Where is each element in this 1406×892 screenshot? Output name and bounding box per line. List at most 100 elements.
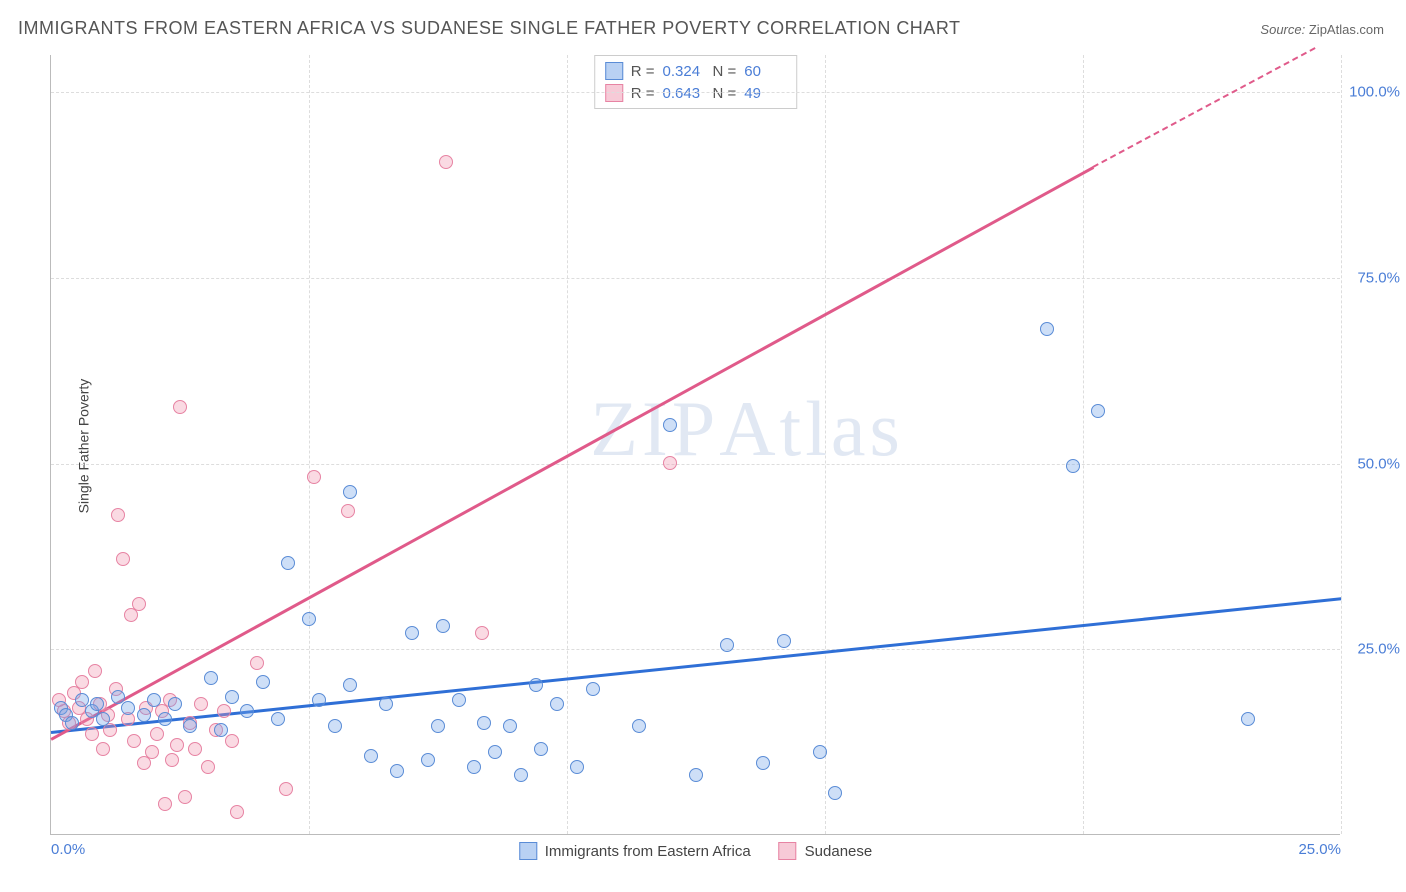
gridline-v [567, 55, 568, 834]
data-point [75, 675, 89, 689]
data-point [188, 742, 202, 756]
data-point [452, 693, 466, 707]
data-point [534, 742, 548, 756]
gridline-h [51, 464, 1340, 465]
gridline-v [309, 55, 310, 834]
swatch-pink-icon [779, 842, 797, 860]
legend: Immigrants from Eastern Africa Sudanese [519, 842, 872, 860]
swatch-blue-icon [605, 62, 623, 80]
gridline-h [51, 649, 1340, 650]
data-point [217, 704, 231, 718]
data-point [439, 155, 453, 169]
data-point [85, 727, 99, 741]
data-point [145, 745, 159, 759]
data-point [132, 597, 146, 611]
data-point [436, 619, 450, 633]
data-point [828, 786, 842, 800]
data-point [503, 719, 517, 733]
gridline-v [1341, 55, 1342, 834]
data-point [343, 678, 357, 692]
data-point [431, 719, 445, 733]
legend-item-pink: Sudanese [779, 842, 873, 860]
legend-label: Sudanese [805, 843, 873, 860]
data-point [390, 764, 404, 778]
data-point [467, 760, 481, 774]
data-point [663, 418, 677, 432]
data-point [173, 400, 187, 414]
x-tick-label: 25.0% [1298, 841, 1341, 858]
data-point [150, 727, 164, 741]
correlation-stats-box: R = 0.324 N = 60 R = 0.643 N = 49 [594, 55, 798, 109]
data-point [1091, 404, 1105, 418]
data-point [689, 768, 703, 782]
data-point [137, 708, 151, 722]
gridline-h [51, 92, 1340, 93]
y-tick-label: 25.0% [1345, 641, 1400, 658]
data-point [586, 682, 600, 696]
n-label: N = [713, 63, 737, 80]
data-point [88, 664, 102, 678]
data-point [158, 712, 172, 726]
y-tick-label: 100.0% [1345, 84, 1400, 101]
stats-row-blue: R = 0.324 N = 60 [605, 60, 787, 82]
data-point [632, 719, 646, 733]
data-point [279, 782, 293, 796]
data-point [225, 734, 239, 748]
n-value-blue: 60 [744, 63, 786, 80]
data-point [111, 508, 125, 522]
data-point [271, 712, 285, 726]
data-point [379, 697, 393, 711]
r-value-blue: 0.324 [663, 63, 705, 80]
data-point [158, 797, 172, 811]
data-point [364, 749, 378, 763]
data-point [230, 805, 244, 819]
data-point [147, 693, 161, 707]
chart-title: IMMIGRANTS FROM EASTERN AFRICA VS SUDANE… [18, 18, 961, 39]
data-point [127, 734, 141, 748]
data-point [90, 697, 104, 711]
legend-item-blue: Immigrants from Eastern Africa [519, 842, 751, 860]
data-point [514, 768, 528, 782]
data-point [663, 456, 677, 470]
data-point [405, 626, 419, 640]
data-point [165, 753, 179, 767]
data-point [777, 634, 791, 648]
data-point [204, 671, 218, 685]
y-tick-label: 50.0% [1345, 455, 1400, 472]
data-point [194, 697, 208, 711]
data-point [550, 697, 564, 711]
data-point [116, 552, 130, 566]
source-label: Source: [1260, 22, 1305, 37]
data-point [341, 504, 355, 518]
data-point [570, 760, 584, 774]
scatter-plot-area: ZIPAtlas R = 0.324 N = 60 R = 0.643 N = … [50, 55, 1340, 835]
data-point [1040, 322, 1054, 336]
data-point [488, 745, 502, 759]
data-point [178, 790, 192, 804]
data-point [168, 697, 182, 711]
data-point [96, 712, 110, 726]
data-point [183, 719, 197, 733]
data-point [475, 626, 489, 640]
data-point [250, 656, 264, 670]
data-point [1066, 459, 1080, 473]
data-point [756, 756, 770, 770]
watermark: ZIPAtlas [590, 384, 904, 474]
data-point [421, 753, 435, 767]
data-point [121, 701, 135, 715]
source-value: ZipAtlas.com [1309, 22, 1384, 37]
trend-line [1093, 48, 1316, 169]
y-tick-label: 75.0% [1345, 269, 1400, 286]
data-point [65, 716, 79, 730]
data-point [240, 704, 254, 718]
legend-label: Immigrants from Eastern Africa [545, 843, 751, 860]
source-attribution: Source: ZipAtlas.com [1260, 22, 1384, 37]
gridline-h [51, 278, 1340, 279]
data-point [256, 675, 270, 689]
data-point [214, 723, 228, 737]
data-point [529, 678, 543, 692]
swatch-blue-icon [519, 842, 537, 860]
data-point [302, 612, 316, 626]
data-point [477, 716, 491, 730]
data-point [281, 556, 295, 570]
